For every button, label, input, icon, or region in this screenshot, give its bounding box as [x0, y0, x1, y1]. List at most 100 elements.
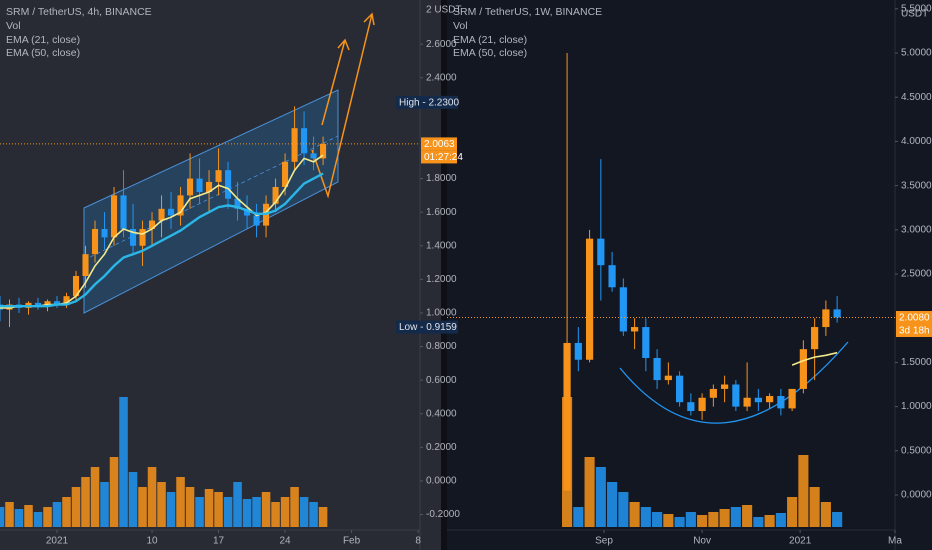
y-tick-label: 1.5000: [901, 357, 932, 368]
candle-body: [291, 128, 298, 162]
candle-body: [225, 170, 232, 199]
volume-bar: [309, 502, 318, 527]
candle-body: [653, 357, 661, 381]
volume-bar: [43, 507, 52, 527]
candle-body: [619, 287, 627, 332]
candle-body: [320, 143, 327, 159]
volume-bar: [233, 482, 242, 527]
volume-bar: [708, 512, 719, 527]
chart-title: SRM / TetherUS, 4h, BINANCE: [6, 6, 152, 18]
y-tick-label: 4.5000: [901, 92, 932, 103]
legend: SRM / TetherUS, 4h, BINANCE Vol EMA (21, c…: [6, 6, 152, 59]
candle-body: [120, 195, 127, 229]
volume-bar: [663, 514, 674, 527]
x-tick-label: 10: [146, 536, 158, 547]
volume-bar: [280, 497, 290, 527]
candle-body: [44, 301, 51, 307]
price-tag: [896, 311, 932, 325]
candle-body: [244, 208, 251, 216]
volume-bar: [119, 397, 128, 527]
volume-bar: [607, 482, 618, 527]
volume-bar: [0, 507, 5, 527]
candle-body: [732, 384, 740, 407]
candle-body: [53, 301, 61, 305]
candle-body: [148, 220, 156, 229]
cup-curve: [619, 341, 849, 424]
y-tick-label: 5.0000: [901, 48, 932, 59]
volume-bar: [719, 509, 730, 527]
volume-bar: [318, 507, 328, 527]
volume-bar: [14, 509, 24, 527]
candle-body: [754, 397, 762, 403]
volume-bar: [185, 487, 195, 527]
y-tick-label: 3.0000: [901, 224, 932, 235]
volume-bar: [787, 497, 798, 527]
candle-body: [310, 153, 317, 159]
y-tick-label: 0.8000: [426, 341, 457, 352]
candle-body: [215, 170, 222, 182]
y-tick-label: 0.6000: [426, 375, 457, 386]
y-tick-label: 2.5000: [901, 269, 932, 280]
countdown-tag: [421, 150, 457, 164]
price-tag: [421, 137, 457, 151]
x-tick-label: 2021: [789, 536, 812, 547]
plot: [0, 106, 328, 527]
x-tick-label: 17: [213, 536, 225, 547]
candle-body: [272, 186, 279, 204]
volume-bar: [147, 467, 157, 527]
y-tick-label: 1.6000: [426, 207, 457, 218]
volume-bar: [90, 467, 100, 527]
candle-body: [642, 327, 650, 358]
volume-bar: [157, 482, 166, 527]
price-tag-label: 2.0080: [899, 313, 930, 324]
plot: [562, 53, 843, 527]
x-tick-label: 2021: [46, 536, 69, 547]
candle-body: [82, 254, 89, 277]
candle-body: [799, 349, 807, 389]
volume-bar: [71, 487, 81, 527]
extreme-label: Low - 0.9159: [399, 322, 457, 333]
y-tick-label: 1.0000: [426, 308, 457, 319]
candle-body: [743, 397, 751, 407]
volume-bar: [809, 487, 820, 527]
ema-line: [791, 351, 838, 366]
y-tick-label: 1.2000: [426, 274, 457, 285]
candle-body: [630, 327, 639, 332]
volume-bar: [252, 497, 261, 527]
channel: [83, 89, 339, 314]
countdown-tag: [896, 324, 932, 338]
arrow: [311, 12, 375, 199]
y-tick-label: 0.0000: [426, 476, 457, 487]
arrow: [321, 38, 350, 126]
channel-mid: [83, 135, 339, 261]
candle-body: [139, 228, 146, 246]
candle-body: [177, 195, 184, 216]
volume-bar: [697, 515, 708, 527]
volume-bar: [674, 517, 685, 527]
candle-body: [72, 276, 80, 297]
candle-body: [788, 388, 796, 409]
candle-body: [766, 395, 774, 403]
volume-bar: [62, 497, 71, 527]
volume-bar: [832, 512, 843, 527]
candle-body: [101, 228, 108, 238]
extreme-label: High - 2.2300: [399, 97, 459, 108]
volume-bar: [271, 502, 280, 527]
countdown: 3d 18h: [899, 326, 930, 337]
volume-bar: [618, 492, 629, 527]
volume-bar: [223, 497, 233, 527]
candle-body: [282, 161, 289, 187]
candle-body: [301, 128, 308, 154]
volume-bar: [138, 487, 147, 527]
legend-item: Vol: [453, 20, 468, 32]
volume-bar: [109, 457, 119, 527]
volume-bar: [81, 477, 90, 527]
volume-bar: [128, 472, 138, 527]
candle-body: [608, 265, 616, 288]
legend-item: Vol: [6, 20, 21, 32]
volume-bar: [195, 497, 204, 527]
candle-body: [664, 375, 672, 381]
right-panel: [447, 0, 932, 550]
volume-bar: [24, 505, 33, 527]
